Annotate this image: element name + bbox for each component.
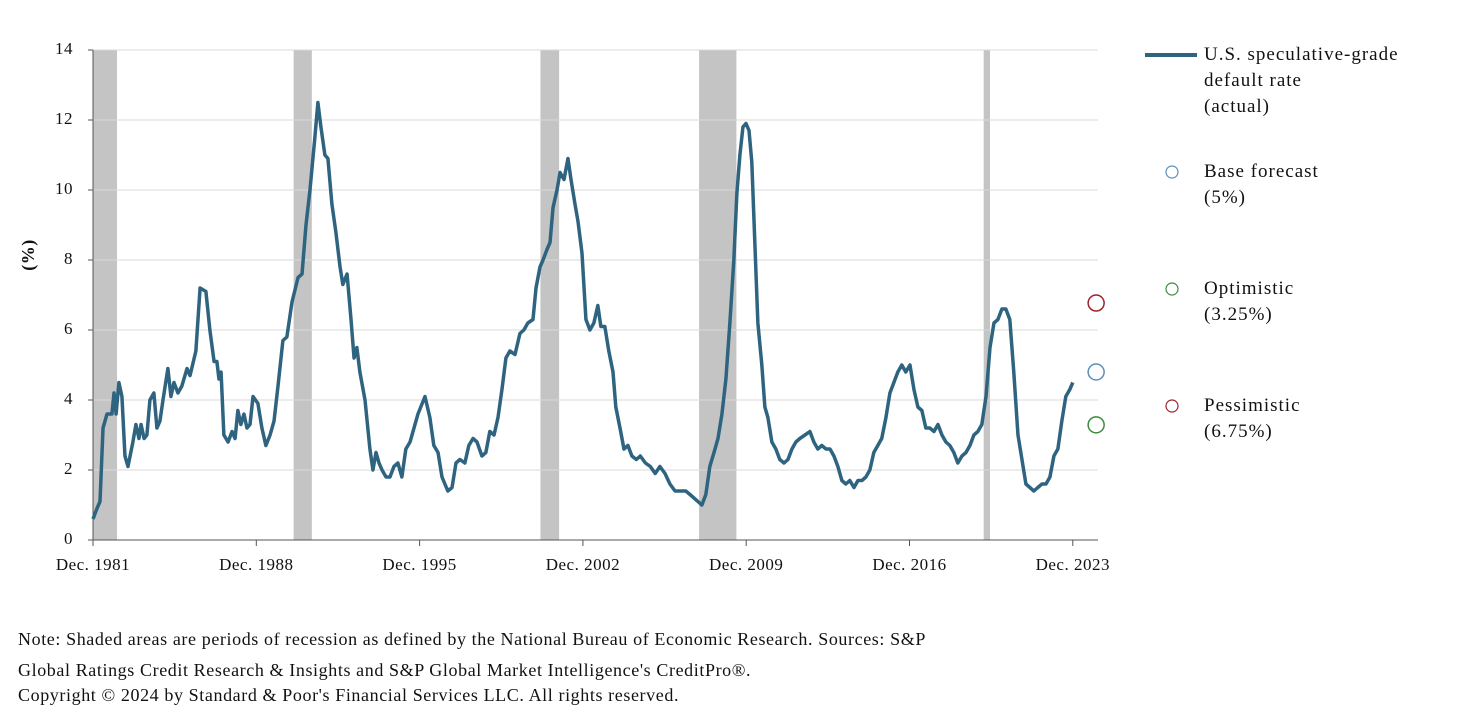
recession-shade (983, 50, 990, 540)
legend-label: Pessimistic (6.75%) (1204, 395, 1301, 442)
legend-label: Base forecast (5%) (1204, 161, 1319, 208)
note: Note: Shaded areas are periods of recess… (18, 629, 926, 680)
y-tick-label: 10 (55, 179, 73, 198)
legend-marker (1165, 165, 1179, 179)
y-tick-label: 4 (64, 389, 73, 408)
recession-shade (93, 50, 118, 540)
x-tick-label: Dec. 2023 (1036, 555, 1110, 574)
x-tick-label: Dec. 1981 (56, 555, 130, 574)
legend-circle (1165, 282, 1179, 296)
y-tick-label: 2 (64, 459, 73, 478)
recession-shade (540, 50, 560, 540)
forecast-point (1087, 363, 1105, 381)
x-tick-label: Dec. 2009 (709, 555, 783, 574)
x-tick-label: Dec. 2002 (546, 555, 620, 574)
copyright: Copyright © 2024 by Standard & Poor's Fi… (18, 685, 680, 705)
recession-shade (293, 50, 312, 540)
x-tick-label: Dec. 1995 (382, 555, 456, 574)
legend-circle (1165, 165, 1179, 179)
legend-circle (1165, 399, 1179, 413)
legend-label: Optimistic (3.25%) (1204, 278, 1295, 325)
legend-label: U.S. speculative-grade default rate (act… (1204, 44, 1399, 117)
x-tick-label: Dec. 1988 (219, 555, 293, 574)
y-tick-label: 14 (55, 39, 73, 58)
legend-marker (1145, 53, 1197, 57)
legend-marker (1165, 282, 1179, 296)
forecast-point (1087, 416, 1105, 434)
default-rate-line (91, 100, 1075, 520)
y-tick-label: 8 (64, 249, 73, 268)
x-tick-label: Dec. 2016 (872, 555, 946, 574)
y-tick-label: 6 (64, 319, 73, 338)
y-tick-label: 0 (64, 529, 73, 548)
y-tick-label: 12 (55, 109, 73, 128)
forecast-point (1087, 294, 1105, 312)
legend-marker (1165, 399, 1179, 413)
y-axis-label: (%) (18, 239, 39, 271)
